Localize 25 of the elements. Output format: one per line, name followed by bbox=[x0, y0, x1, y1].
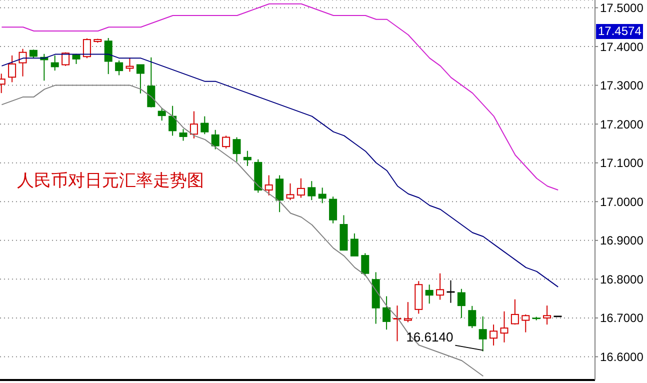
candlestick bbox=[425, 284, 434, 304]
candlestick bbox=[392, 305, 402, 342]
candlestick bbox=[318, 187, 326, 204]
candlestick bbox=[168, 105, 177, 136]
y-tick-label: 17.5000 bbox=[600, 1, 644, 16]
candlestick bbox=[296, 178, 305, 198]
text: 17.4574 bbox=[596, 24, 644, 39]
candlestick bbox=[478, 316, 487, 352]
line-series bbox=[1, 3, 559, 190]
y-tick-label: 17.1000 bbox=[600, 156, 644, 170]
annotation: 16.6140 bbox=[406, 329, 454, 344]
y-tick-label: 16.7000 bbox=[600, 311, 644, 326]
y-tick-label: 17.2000 bbox=[600, 117, 644, 132]
candlestick bbox=[543, 305, 552, 326]
candlestick bbox=[500, 310, 508, 343]
candlestick bbox=[372, 272, 380, 324]
candlestick bbox=[490, 324, 498, 346]
y-tick-label: 17.3000 bbox=[600, 78, 644, 93]
y-tick-label: 16.8000 bbox=[600, 272, 644, 286]
y-tick-label: 17.0000 bbox=[600, 194, 644, 209]
candlestick bbox=[382, 296, 391, 330]
y-tick-label: 16.9000 bbox=[600, 234, 644, 248]
text: 人民币对日元汇率走势图 bbox=[17, 170, 204, 192]
y-tick-label: 16.6000 bbox=[600, 350, 644, 364]
y-tick-label: 17.4000 bbox=[600, 40, 644, 54]
